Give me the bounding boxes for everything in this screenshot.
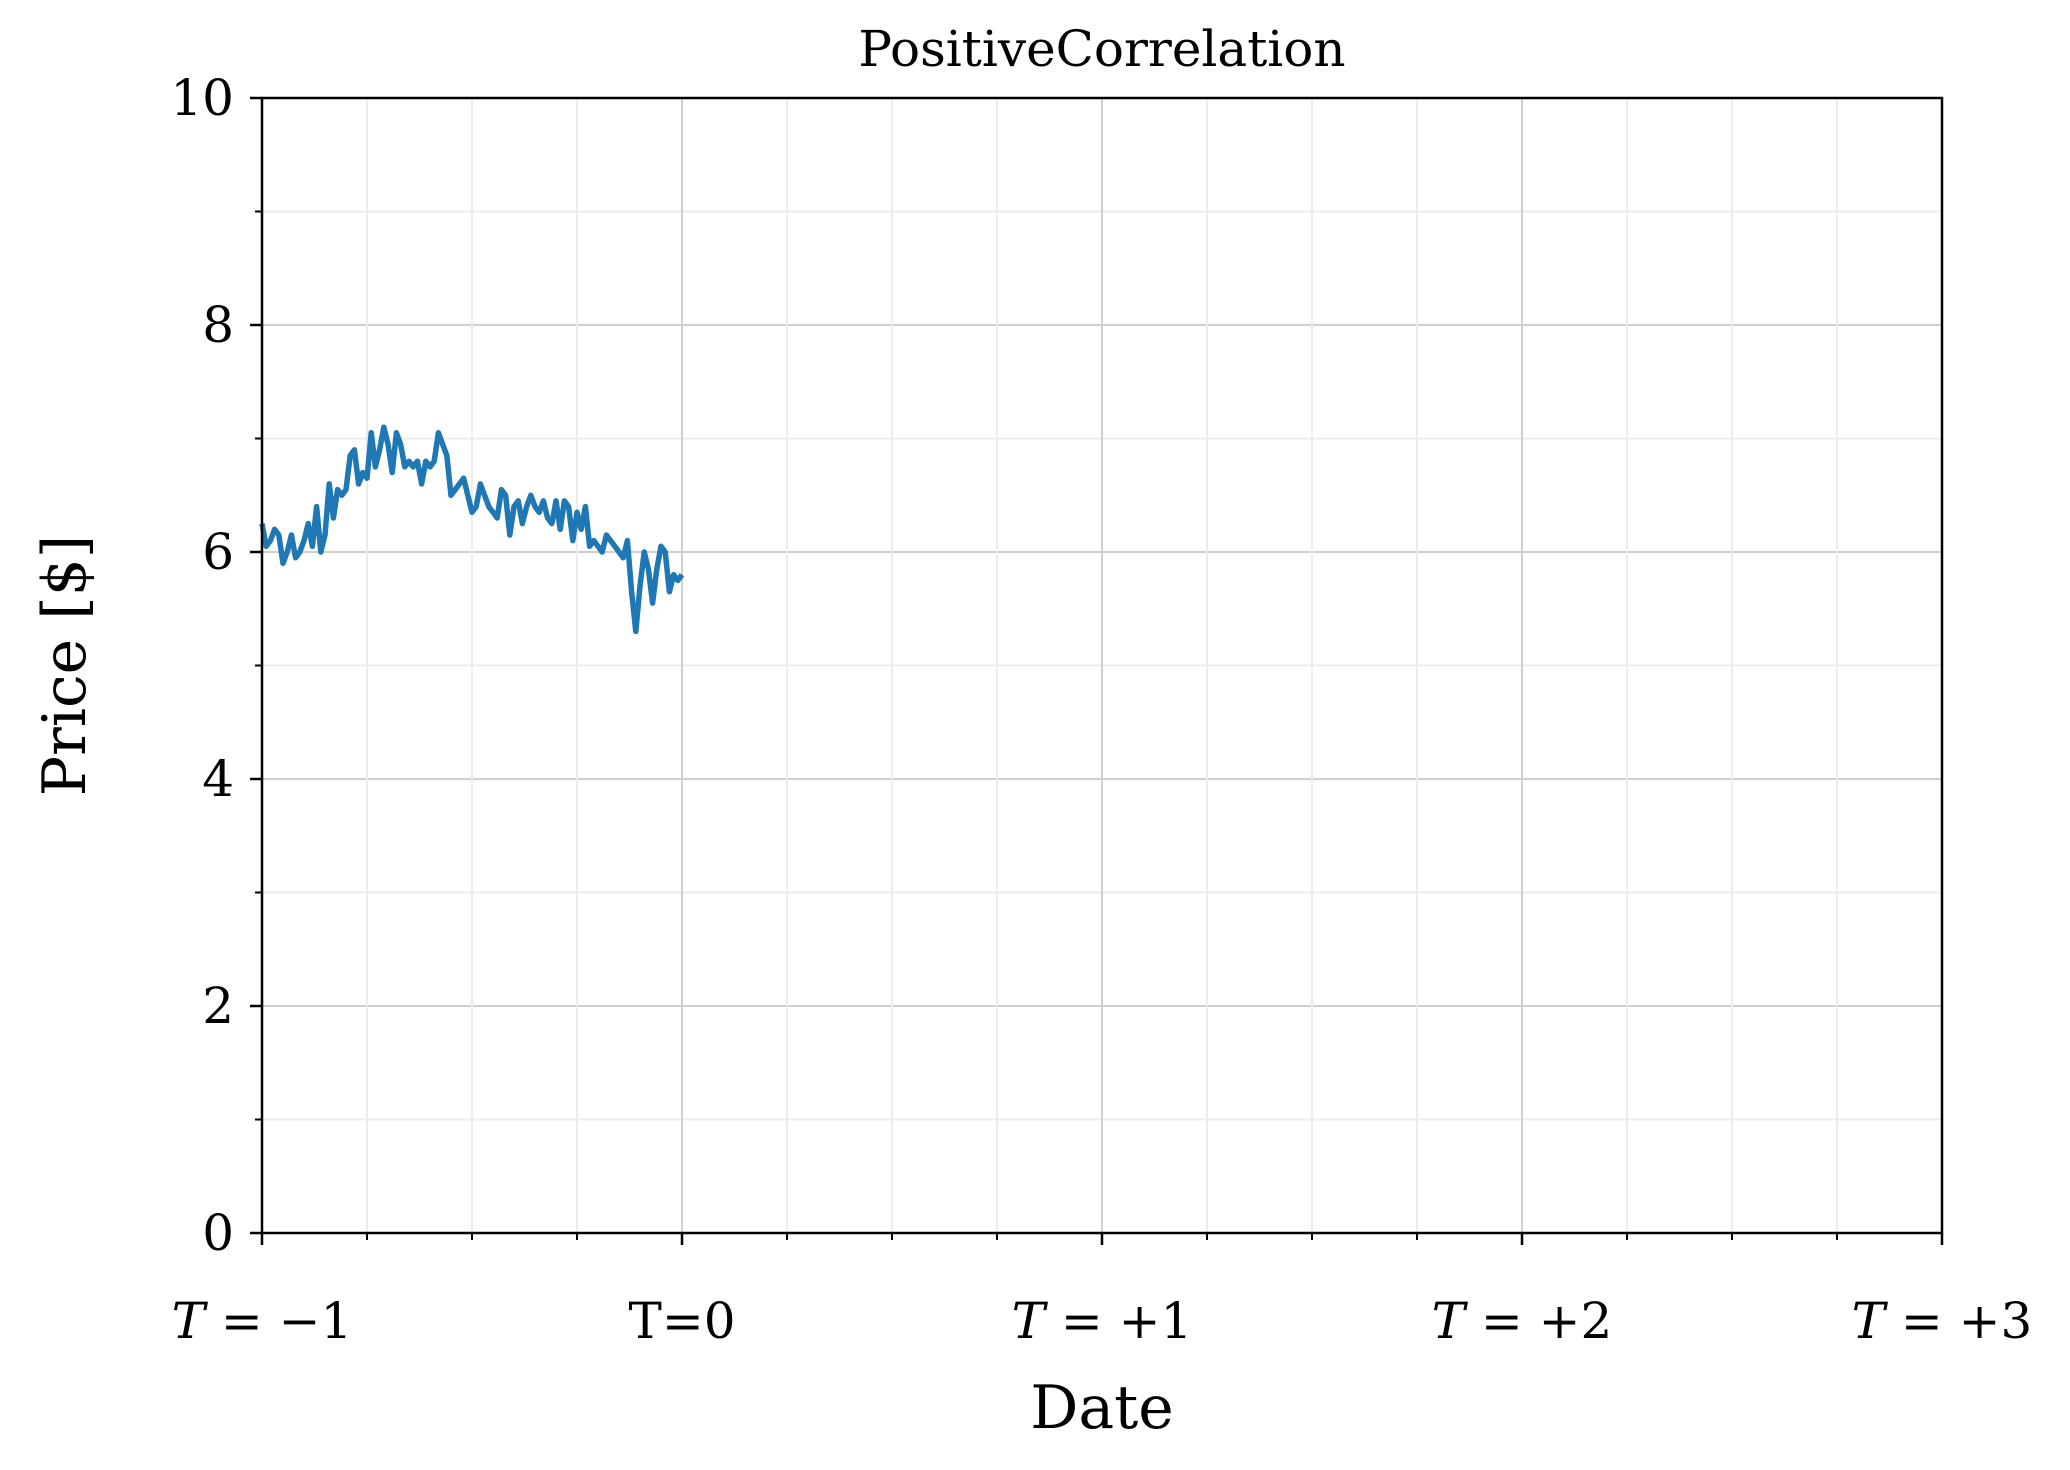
x-axis-label: Date: [1030, 1373, 1174, 1443]
y-tick-labels: 0 2 4 6 8 10: [170, 69, 234, 1262]
axis-ticks: [250, 96, 1944, 1245]
y-tick-label: 6: [202, 523, 234, 581]
series-line-1: [259, 424, 685, 635]
x-tick-label: T = +1: [1012, 1292, 1193, 1350]
y-tick-label: 4: [202, 750, 234, 808]
series-layer: [259, 424, 685, 635]
y-tick-label: 2: [202, 977, 234, 1035]
y-tick-label: 8: [202, 296, 234, 354]
y-axis-label: Price [$]: [30, 535, 100, 796]
y-tick-label: 0: [202, 1204, 234, 1262]
x-tick-label: T = +2: [1432, 1292, 1613, 1350]
x-tick-label: T = +3: [1852, 1292, 2033, 1350]
grid-lines: [261, 97, 1943, 1234]
x-tick-label: T = −1: [172, 1292, 353, 1350]
chart-title: PositiveCorrelation: [858, 20, 1345, 78]
x-tick-labels: T = −1 T=0 T = +1 T = +2 T = +3: [172, 1292, 2033, 1350]
y-tick-label: 10: [170, 69, 234, 127]
x-tick-label: T=0: [628, 1292, 735, 1350]
